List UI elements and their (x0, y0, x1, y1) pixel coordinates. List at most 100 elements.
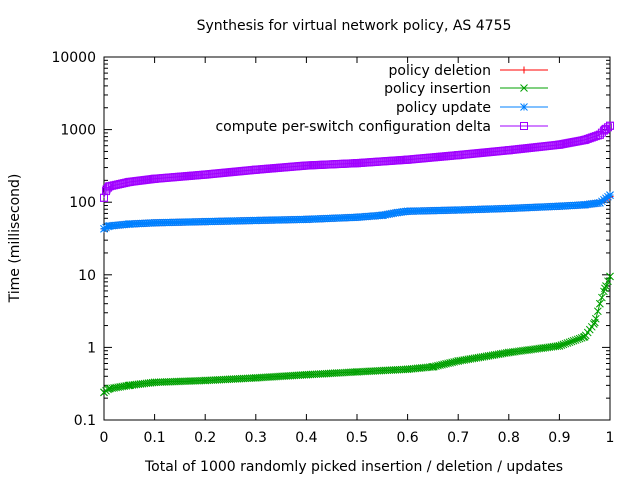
data-point (403, 365, 412, 374)
x-tick-label: 0.9 (548, 430, 570, 446)
data-point (150, 218, 159, 227)
series-marker (575, 334, 584, 343)
data-point (590, 318, 599, 327)
data-point (504, 204, 513, 213)
y-tick-label: 10 (78, 268, 96, 284)
data-point (105, 222, 113, 230)
data-point (429, 362, 437, 371)
data-point (555, 202, 564, 211)
series-marker (567, 337, 576, 346)
data-point (454, 357, 463, 365)
series-3 (100, 121, 614, 202)
x-tick-label: 0.1 (143, 430, 165, 446)
series-marker (594, 307, 602, 316)
data-point (403, 207, 412, 216)
series-marker (565, 338, 574, 347)
legend: policy deletion policy insertion policy up… (215, 63, 548, 135)
y-axis-label: Time (millisecond) (7, 174, 23, 304)
y-tick-label: 1000 (60, 123, 96, 139)
data-point (100, 224, 108, 233)
series-marker (102, 223, 110, 232)
x-tick-label: 0.8 (498, 430, 520, 446)
legend-label: policy deletion (389, 63, 491, 79)
series-marker (589, 132, 598, 141)
y-tick-label: 10000 (51, 50, 96, 66)
x-tick-label: 0 (100, 430, 109, 446)
data-point (150, 174, 159, 183)
x-tick-label: 0.3 (245, 430, 267, 446)
x-tick-label: 0.5 (346, 430, 368, 446)
axes: 0 0.1 0.2 0.3 0.4 0.5 0.6 0.7 0.8 0.9 10.111010010… (51, 50, 614, 446)
series-marker (561, 339, 570, 348)
data-point (606, 191, 614, 200)
data-point (251, 165, 260, 174)
data-point (302, 215, 311, 224)
legend-label: compute per-switch configuration delta (215, 119, 491, 135)
data-point (125, 177, 134, 186)
x-tick-label: 0.7 (447, 430, 469, 446)
data-point (596, 198, 604, 207)
data-point (302, 370, 311, 379)
data-point (504, 348, 513, 357)
x-tick-label: 0.2 (194, 430, 216, 446)
data-point (555, 140, 564, 149)
series-marker (104, 183, 113, 192)
data-point (150, 378, 159, 387)
data-point (353, 213, 361, 222)
data-point (378, 211, 387, 220)
data-point (125, 381, 134, 390)
series-marker (557, 341, 566, 349)
x-tick-label: 1 (606, 430, 615, 446)
chart-title: Synthesis for virtual network policy, AS… (197, 18, 512, 34)
legend-swatch-marker (520, 122, 528, 130)
data-point (201, 170, 210, 179)
data-point (580, 135, 589, 144)
data-point (403, 155, 412, 164)
series-marker (602, 282, 610, 290)
legend-label: policy insertion (384, 81, 491, 97)
legend-swatch-marker (520, 84, 528, 92)
data-point (454, 151, 463, 160)
series-marker (563, 339, 572, 347)
data-point (353, 368, 361, 376)
data-point (105, 182, 114, 191)
data-point (504, 146, 513, 155)
data-point (580, 332, 589, 341)
series-1 (100, 272, 614, 397)
x-tick-label: 0.6 (396, 430, 418, 446)
x-tick-label: 0.4 (295, 430, 317, 446)
legend-swatch-marker (520, 66, 528, 74)
data-point (454, 206, 463, 214)
series-marker (571, 336, 580, 344)
legend-swatch-marker (520, 103, 528, 111)
y-tick-label: 0.1 (74, 413, 96, 429)
data-point (201, 376, 210, 385)
series-marker (604, 277, 612, 286)
data-point (596, 299, 604, 308)
series-marker (569, 336, 578, 345)
data-point (606, 121, 614, 130)
data-point (580, 200, 589, 209)
legend-label: policy update (396, 100, 491, 116)
series-marker (573, 335, 582, 344)
data-point (251, 374, 260, 382)
series-marker (593, 131, 602, 140)
data-point (100, 388, 108, 397)
data-point (105, 384, 113, 393)
series-marker (585, 134, 594, 143)
data-point (606, 272, 614, 281)
data-point (393, 208, 402, 217)
data-point (100, 193, 108, 202)
series-layer (100, 121, 614, 397)
series-marker (559, 340, 568, 349)
data-point (125, 220, 134, 228)
data-point (201, 217, 210, 226)
data-point (595, 130, 604, 139)
series-marker (598, 293, 606, 302)
data-point (302, 161, 311, 170)
data-point (353, 159, 361, 168)
x-axis-label: Total of 1000 randomly picked insertion … (144, 459, 563, 475)
series-2 (100, 191, 614, 233)
